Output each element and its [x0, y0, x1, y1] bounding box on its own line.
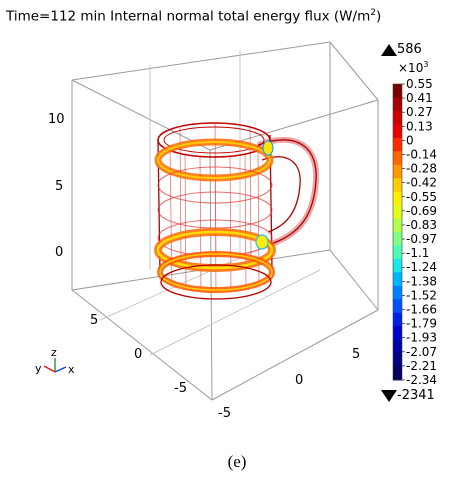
- colorbar-max-label: 586: [397, 42, 422, 57]
- axis-triad-icon: z y x: [35, 346, 75, 376]
- colorbar-segment: [393, 178, 402, 193]
- colorbar-tick-label: -0.83: [406, 218, 437, 232]
- colorbar-segment: [393, 232, 402, 246]
- y-tick: 5: [90, 313, 98, 328]
- colorbar-tick-label: -0.42: [406, 176, 437, 190]
- colorbar: 0.550.410.270.130-0.14-0.28-0.42-0.55-0.…: [392, 77, 437, 387]
- triangle-down-icon: [381, 390, 397, 402]
- colorbar-tick-label: -1.1: [406, 246, 429, 260]
- colorbar-tick-label: 0.13: [406, 119, 433, 133]
- colorbar-scale-label: ×103: [398, 60, 429, 75]
- colorbar-segment: [393, 124, 402, 139]
- figure-caption: (e): [227, 452, 247, 471]
- y-tick: -5: [174, 381, 187, 396]
- x-tick: 5: [352, 347, 360, 362]
- colorbar-segment: [393, 151, 402, 166]
- colorbar-segment: [393, 218, 402, 233]
- colorbar-frame: [392, 83, 403, 381]
- colorbar-segment: [393, 366, 402, 381]
- colorbar-segment: [393, 191, 402, 206]
- svg-text:y: y: [35, 362, 42, 375]
- colorbar-tick-label: -1.24: [406, 260, 437, 274]
- triangle-up-icon: [381, 44, 397, 56]
- y-tick: 0: [134, 347, 142, 362]
- colorbar-tick-label: -1.93: [406, 331, 437, 345]
- colorbar-tick-label: -1.66: [406, 303, 437, 317]
- svg-text:x: x: [68, 363, 75, 376]
- colorbar-tick-label: 0.41: [406, 91, 433, 105]
- colorbar-segment: [393, 97, 402, 112]
- colorbar-tick-label: -2.21: [406, 359, 437, 373]
- colorbar-tick-label: -1.52: [406, 288, 437, 302]
- colorbar-segment: [393, 164, 402, 179]
- colorbar-tick-label: -1.79: [406, 317, 437, 331]
- colorbar-segment: [393, 258, 402, 273]
- colorbar-tick-label: -0.97: [406, 232, 437, 246]
- colorbar-segment: [393, 285, 402, 300]
- mug: [154, 122, 320, 300]
- svg-text:z: z: [51, 346, 57, 359]
- x-tick: -5: [218, 406, 231, 421]
- colorbar-tick-label: 0.27: [406, 105, 433, 119]
- colorbar-tick-label: 0: [406, 133, 414, 147]
- x-tick: 0: [295, 373, 303, 388]
- colorbar-tick-label: -2.07: [406, 345, 437, 359]
- colorbar-tick-label: -2.34: [406, 373, 437, 387]
- colorbar-segment: [393, 312, 402, 327]
- colorbar-segment: [393, 84, 402, 98]
- colorbar-tick-label: -0.69: [406, 204, 437, 218]
- colorbar-segment: [393, 339, 402, 354]
- colorbar-segment: [393, 110, 402, 125]
- colorbar-segment: [393, 245, 402, 260]
- colorbar-segment: [393, 137, 402, 152]
- z-tick: 10: [48, 112, 65, 127]
- plot-title: Time=112 min Internal normal total energ…: [6, 8, 382, 25]
- bounding-box: [71, 41, 379, 401]
- colorbar-segment: [393, 326, 402, 341]
- colorbar-tick-label: -0.28: [406, 162, 437, 176]
- z-tick: 5: [55, 179, 63, 194]
- z-tick: 0: [55, 245, 63, 260]
- colorbar-segment: [393, 205, 402, 220]
- colorbar-min-label: -2341: [397, 388, 435, 403]
- colorbar-tick-label: -0.14: [406, 147, 437, 161]
- colorbar-tick-label: -1.38: [406, 274, 437, 288]
- colorbar-segment: [393, 272, 402, 287]
- colorbar-segment: [393, 299, 402, 314]
- colorbar-segment: [393, 353, 402, 368]
- colorbar-tick-label: -0.55: [406, 190, 437, 204]
- colorbar-tick-label: 0.55: [406, 77, 433, 91]
